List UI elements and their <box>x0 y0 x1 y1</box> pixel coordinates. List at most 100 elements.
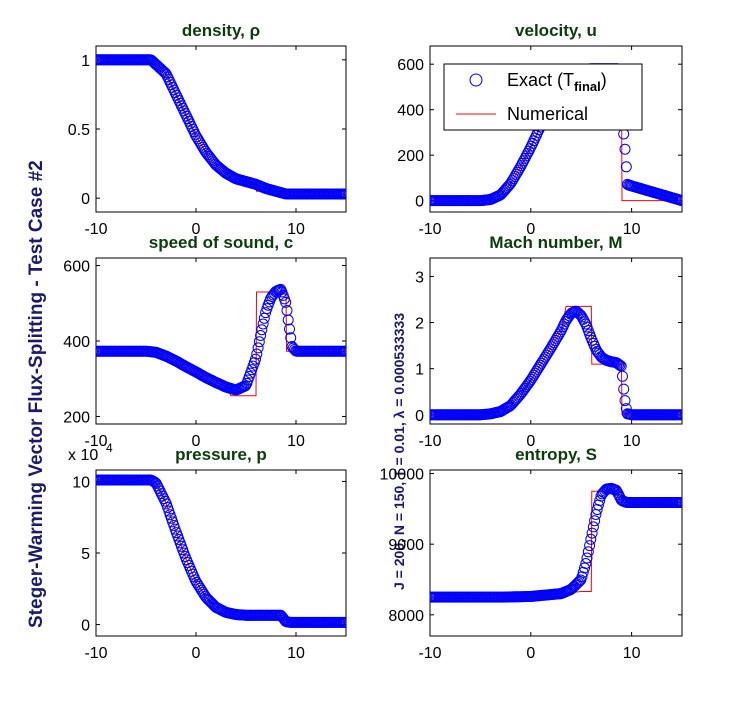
series-exact-point <box>582 546 594 558</box>
series-exact-point <box>589 515 601 527</box>
series-exact-point <box>282 314 294 326</box>
x-tick-label: 10 <box>623 645 641 662</box>
x-tick-label: 0 <box>526 433 535 450</box>
series-exact-point <box>617 370 628 382</box>
series-exact-point <box>676 409 682 421</box>
series-exact-point <box>285 332 297 344</box>
axes-frame <box>429 469 683 637</box>
y-tick-label: 200 <box>397 148 424 165</box>
series-exact-point <box>252 342 264 354</box>
subplot-3: speed of sound, c -10 0 10 200 400 600 <box>63 233 347 450</box>
series-exact-point <box>581 552 593 564</box>
series-exact-point <box>251 348 263 360</box>
x-tick-label: 0 <box>192 645 201 662</box>
series-exact-point <box>340 345 346 357</box>
series-exact-point <box>524 375 536 387</box>
x-tick-label: -10 <box>84 433 107 450</box>
series-exact-point <box>240 380 251 392</box>
series-exact-point <box>523 377 535 389</box>
y-tick-label: 0 <box>415 408 424 425</box>
x-tick-label: -10 <box>84 645 107 662</box>
x-tick-label: -10 <box>418 221 441 238</box>
axes-frame <box>95 45 347 213</box>
y-tick-label: 5 <box>81 546 90 563</box>
series-exact-point <box>572 577 584 588</box>
y-tick-label: 0.5 <box>68 122 90 139</box>
series-exact-point <box>579 562 590 574</box>
plot-area <box>96 54 346 200</box>
series-exact-point <box>619 395 631 407</box>
x-tick-label: 10 <box>623 221 641 238</box>
series-exact-point <box>257 318 269 330</box>
y-tick-label: 8000 <box>388 608 424 625</box>
y-tick-label: 200 <box>63 409 90 426</box>
legend-exact-marker <box>469 73 483 87</box>
subplot-1: density, ρ -10 0 10 0 0.5 1 <box>68 21 347 238</box>
y-tick-label: 1 <box>81 53 90 70</box>
series-exact-point <box>618 383 630 395</box>
legend-exact-subscript: final <box>574 79 601 94</box>
y-exponent-power: 4 <box>106 441 113 455</box>
y-exponent-label: x 10 <box>68 447 98 464</box>
plot-area <box>96 474 346 628</box>
subplot-title: entropy, S <box>515 445 597 464</box>
series-exact-point <box>340 188 346 200</box>
y-tick-label: 9000 <box>388 537 424 554</box>
y-tick-label: 0 <box>81 191 90 208</box>
y-tick-label: 0 <box>415 194 424 211</box>
plot-area <box>96 283 346 397</box>
series-exact-point <box>256 324 268 336</box>
x-tick-label: 10 <box>287 221 305 238</box>
series-exact-point <box>522 148 533 159</box>
subplot-title: velocity, u <box>515 21 597 40</box>
series-exact-point <box>587 521 599 533</box>
series-exact-point <box>584 540 596 552</box>
series-exact-point <box>149 476 161 488</box>
series-exact-point <box>585 533 597 545</box>
figure-side-title: Steger-Warming Vector Flux-Splitting - T… <box>26 160 47 628</box>
y-tick-label: 600 <box>397 57 424 74</box>
series-exact-point <box>613 358 625 370</box>
x-tick-label: 10 <box>287 433 305 450</box>
series-exact-point <box>614 359 626 371</box>
series-exact-point <box>611 357 623 369</box>
x-tick-label: -10 <box>418 645 441 662</box>
plot-area <box>430 305 682 421</box>
x-tick-label: 0 <box>526 221 535 238</box>
series-exact-point <box>340 616 346 628</box>
axes-frame <box>95 469 347 637</box>
x-tick-label: 0 <box>526 645 535 662</box>
legend: Exact (Tfinal)Numerical <box>443 63 643 131</box>
subplot-5: pressure, p -10 0 10 0 5 10 x 10 4 <box>68 441 347 662</box>
plot-area <box>430 482 682 603</box>
series-exact-point <box>676 195 682 207</box>
subplot-4: Mach number, M -10 0 10 0 1 2 3 <box>415 233 683 450</box>
x-tick-label: 0 <box>192 221 201 238</box>
x-tick-label: 10 <box>623 433 641 450</box>
x-tick-label: -10 <box>84 221 107 238</box>
subplot-title: speed of sound, c <box>149 233 294 252</box>
series-exact-point <box>250 353 261 365</box>
legend-box <box>443 63 643 131</box>
legend-exact-close: ) <box>601 70 607 90</box>
series-exact-point <box>518 155 530 167</box>
subplot-title: pressure, p <box>175 445 267 464</box>
x-tick-label: -10 <box>418 433 441 450</box>
y-tick-label: 2 <box>415 316 424 333</box>
y-tick-label: 0 <box>81 618 90 635</box>
subplot-6: entropy, S -10 0 10 8000 9000 10000 <box>380 445 683 662</box>
series-exact-point <box>280 296 292 308</box>
y-tick-label: 3 <box>415 269 424 286</box>
series-exact-point <box>619 143 631 155</box>
subplot-title: density, ρ <box>182 21 260 40</box>
figure-side-subtitle: J = 200, N = 150, T = 0.01, λ = 0.000533… <box>391 313 407 590</box>
y-tick-label: 10 <box>72 474 90 491</box>
legend-numerical-label: Numerical <box>507 104 588 124</box>
series-exact-point <box>284 323 295 335</box>
subplot-title: Mach number, M <box>489 233 622 252</box>
y-tick-label: 400 <box>63 334 90 351</box>
x-tick-label: 0 <box>192 433 201 450</box>
series-exact-point <box>253 336 265 348</box>
series-exact-point <box>580 558 592 569</box>
